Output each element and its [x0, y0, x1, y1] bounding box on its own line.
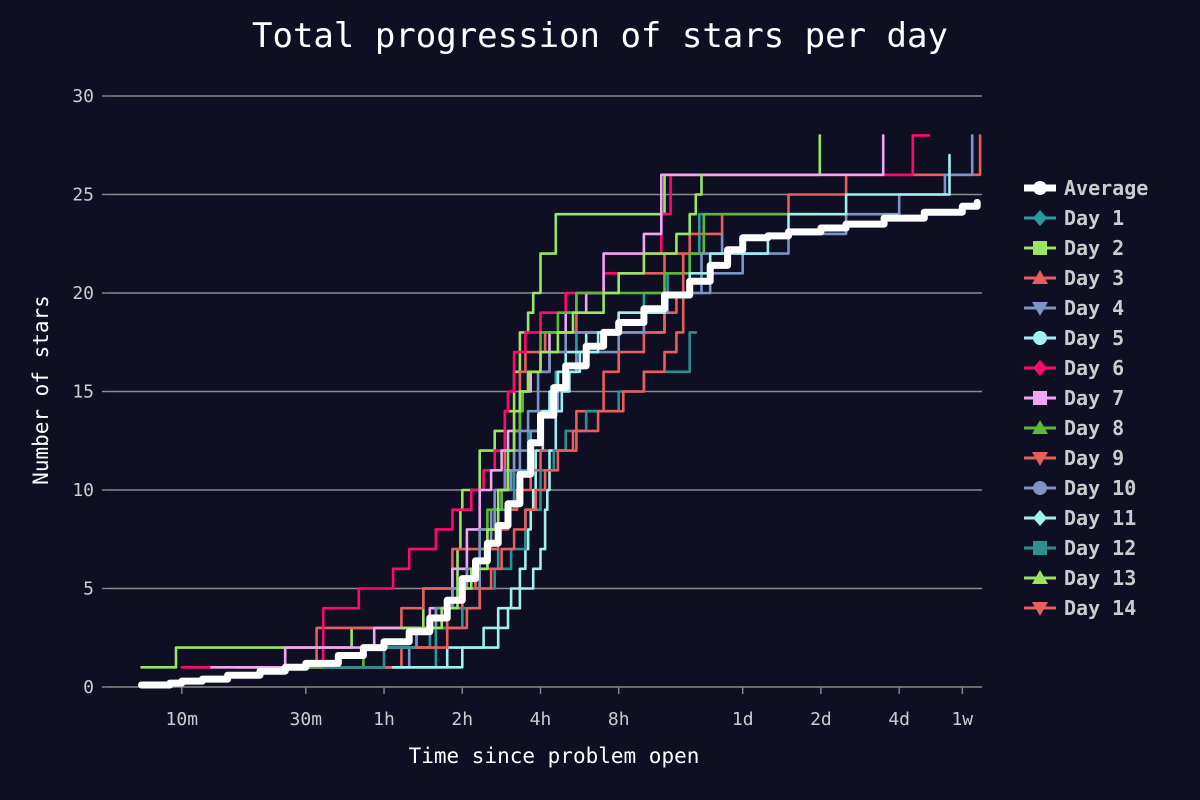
legend-label: Day 8 — [1064, 416, 1124, 440]
legend-label: Day 12 — [1064, 536, 1136, 560]
y-tick-label: 15 — [72, 382, 94, 403]
x-tick-label: 2h — [451, 709, 473, 730]
x-tick-label: 8h — [608, 709, 630, 730]
x-tick-label: 2d — [810, 709, 832, 730]
legend-label: Day 13 — [1064, 566, 1136, 590]
series-line-day-6 — [180, 134, 931, 669]
y-tick-label: 0 — [83, 677, 94, 698]
legend-marker-circle — [1033, 481, 1047, 495]
series-line-day-8 — [304, 212, 823, 669]
series-lines — [138, 134, 982, 689]
y-axis-label: Number of stars — [29, 295, 53, 485]
y-tick-label: 25 — [72, 185, 94, 206]
legend-label: Day 5 — [1064, 326, 1124, 350]
legend-marker-triangle-up — [1032, 420, 1048, 434]
legend-label: Day 4 — [1064, 296, 1124, 320]
legend-label: Average — [1064, 176, 1148, 200]
legend: Average Day 1 Day 2 Day 3 Day 4 Day 5 Day 6 Day… — [1024, 176, 1148, 620]
legend-item-day-6[interactable]: Day 6 — [1024, 356, 1124, 380]
x-tick-label: 1h — [373, 709, 395, 730]
legend-marker-triangle-up — [1032, 270, 1048, 284]
legend-item-day-1[interactable]: Day 1 — [1024, 206, 1124, 230]
legend-marker-triangle-down — [1032, 602, 1048, 616]
x-tick-label: 10m — [166, 709, 199, 730]
series-line-day-3 — [258, 134, 982, 669]
legend-item-day-11[interactable]: Day 11 — [1024, 506, 1136, 530]
legend-marker-circle — [1033, 181, 1047, 195]
legend-label: Day 2 — [1064, 236, 1124, 260]
legend-label: Day 9 — [1064, 446, 1124, 470]
chart-title: Total progression of stars per day — [252, 16, 948, 56]
y-tick-label: 5 — [83, 579, 94, 600]
legend-item-day-3[interactable]: Day 3 — [1024, 266, 1124, 290]
legend-item-day-12[interactable]: Day 12 — [1024, 536, 1136, 560]
legend-item-day-4[interactable]: Day 4 — [1024, 296, 1124, 320]
legend-item-day-8[interactable]: Day 8 — [1024, 416, 1124, 440]
legend-item-day-10[interactable]: Day 10 — [1024, 476, 1136, 500]
legend-marker-triangle-down — [1032, 452, 1048, 466]
legend-label: Day 10 — [1064, 476, 1136, 500]
x-tick-label: 30m — [290, 709, 323, 730]
legend-marker-diamond — [1033, 510, 1047, 526]
series-line-day-14 — [415, 291, 685, 649]
legend-label: Day 7 — [1064, 386, 1124, 410]
y-tick-label: 10 — [72, 480, 94, 501]
x-tick-label: 1w — [951, 709, 973, 730]
axes: 0 5 10 15 20 25 30 10m 30m 1h 2h 4h 8h 1d 2d 4d 1w — [72, 86, 982, 730]
legend-label: Day 11 — [1064, 506, 1136, 530]
series-line-day-12 — [321, 331, 698, 669]
legend-item-day-7[interactable]: Day 7 — [1024, 386, 1124, 410]
legend-label: Day 3 — [1064, 266, 1124, 290]
legend-label: Day 1 — [1064, 206, 1124, 230]
x-tick-label: 4h — [530, 709, 552, 730]
legend-marker-triangle-down — [1032, 302, 1048, 316]
x-tick-label: 1d — [732, 709, 754, 730]
legend-label: Day 6 — [1064, 356, 1124, 380]
legend-marker-circle — [1033, 331, 1047, 345]
legend-marker-triangle-up — [1032, 570, 1048, 584]
y-tick-label: 20 — [72, 283, 94, 304]
legend-item-day-13[interactable]: Day 13 — [1024, 566, 1136, 590]
legend-item-day-14[interactable]: Day 14 — [1024, 596, 1136, 620]
legend-marker-diamond — [1033, 360, 1047, 376]
legend-item-day-5[interactable]: Day 5 — [1024, 326, 1124, 350]
y-tick-label: 30 — [72, 86, 94, 107]
x-tick-label: 4d — [888, 709, 910, 730]
legend-marker-square — [1033, 241, 1047, 255]
legend-item-day-9[interactable]: Day 9 — [1024, 446, 1124, 470]
legend-item-day-2[interactable]: Day 2 — [1024, 236, 1124, 260]
legend-marker-square — [1033, 391, 1047, 405]
series-line-day-11 — [391, 153, 951, 669]
legend-label: Day 14 — [1064, 596, 1136, 620]
series-line-average — [138, 198, 981, 689]
grid-lines — [108, 95, 982, 590]
legend-marker-square — [1033, 541, 1047, 555]
legend-marker-diamond — [1033, 210, 1047, 226]
x-axis-label: Time since problem open — [409, 744, 700, 768]
legend-item-average[interactable]: Average — [1024, 176, 1148, 200]
